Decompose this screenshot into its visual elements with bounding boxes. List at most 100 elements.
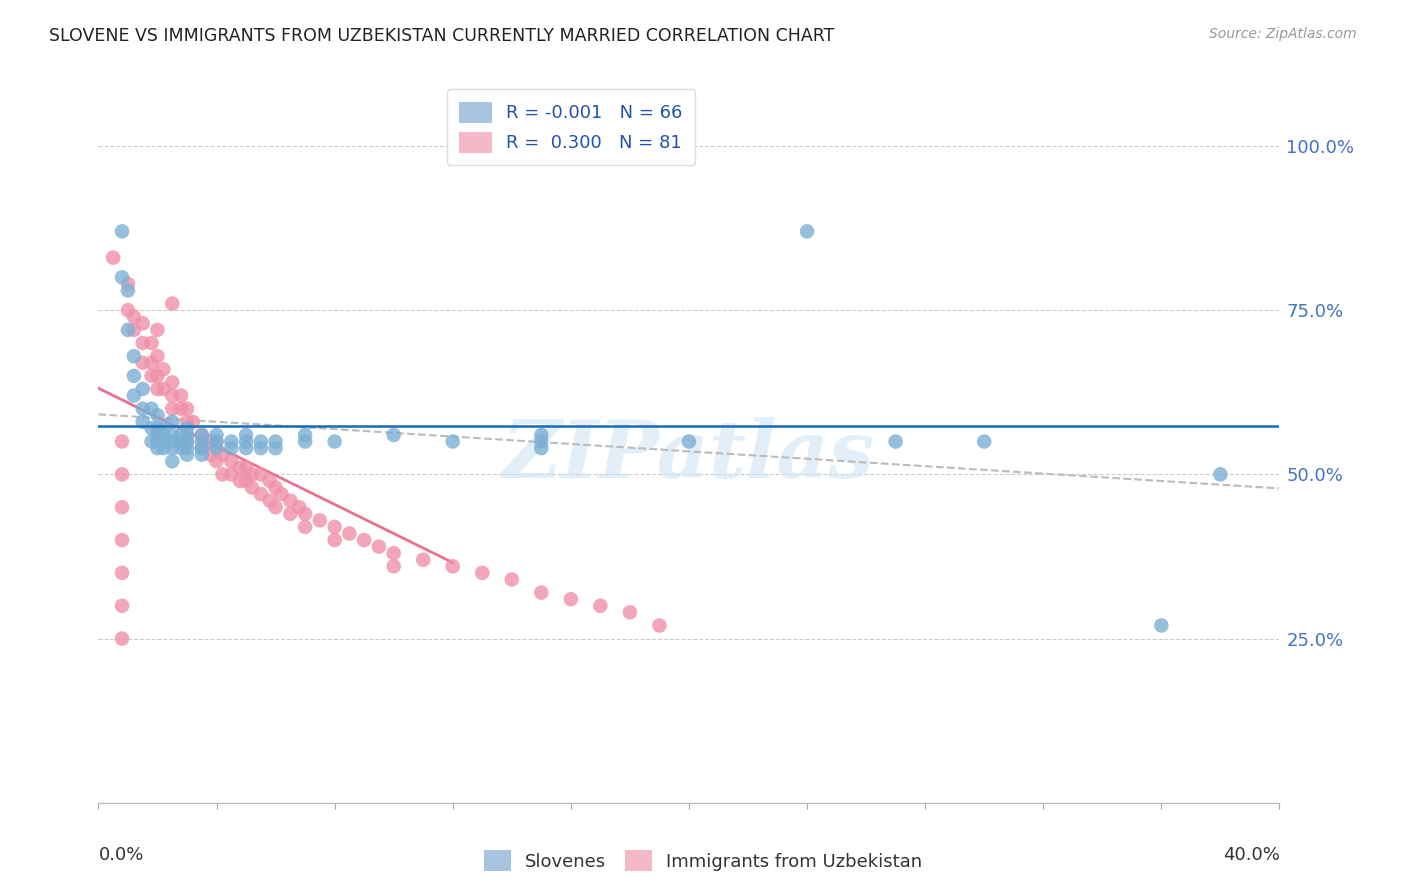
Point	[176, 441, 198, 455]
Point	[191, 441, 214, 455]
Point	[162, 296, 183, 310]
Point	[501, 573, 523, 587]
Point	[259, 474, 281, 488]
Point	[122, 310, 145, 324]
Point	[111, 224, 134, 238]
Point	[152, 421, 174, 435]
Point	[221, 467, 243, 482]
Point	[294, 507, 316, 521]
Point	[117, 284, 139, 298]
Point	[117, 277, 139, 291]
Point	[132, 336, 155, 351]
Point	[211, 448, 233, 462]
Point	[264, 500, 287, 515]
Point	[132, 316, 155, 330]
Point	[229, 474, 252, 488]
Point	[382, 428, 405, 442]
Text: SLOVENE VS IMMIGRANTS FROM UZBEKISTAN CURRENTLY MARRIED CORRELATION CHART: SLOVENE VS IMMIGRANTS FROM UZBEKISTAN CU…	[49, 27, 835, 45]
Point	[294, 434, 316, 449]
Point	[323, 434, 346, 449]
Point	[200, 434, 222, 449]
Point	[162, 415, 183, 429]
Point	[530, 434, 553, 449]
Point	[339, 526, 361, 541]
Point	[205, 441, 228, 455]
Point	[146, 428, 169, 442]
Point	[111, 566, 134, 580]
Point	[235, 460, 257, 475]
Point	[235, 434, 257, 449]
Point	[103, 251, 125, 265]
Point	[250, 441, 273, 455]
Point	[117, 303, 139, 318]
Point	[146, 434, 169, 449]
Point	[1209, 467, 1232, 482]
Point	[141, 434, 163, 449]
Point	[170, 401, 193, 416]
Point	[229, 460, 252, 475]
Point	[191, 441, 214, 455]
Point	[221, 454, 243, 468]
Point	[141, 368, 163, 383]
Point	[530, 428, 553, 442]
Point	[122, 323, 145, 337]
Point	[412, 553, 434, 567]
Point	[191, 448, 214, 462]
Point	[205, 428, 228, 442]
Point	[162, 441, 183, 455]
Point	[619, 605, 641, 619]
Point	[280, 507, 302, 521]
Point	[170, 434, 193, 449]
Point	[111, 599, 134, 613]
Point	[530, 441, 553, 455]
Point	[382, 546, 405, 560]
Point	[796, 224, 818, 238]
Point	[111, 533, 134, 547]
Point	[181, 415, 204, 429]
Point	[132, 382, 155, 396]
Point	[176, 401, 198, 416]
Point	[146, 421, 169, 435]
Legend: R = -0.001   N = 66, R =  0.300   N = 81: R = -0.001 N = 66, R = 0.300 N = 81	[447, 89, 695, 165]
Text: ZIPatlas: ZIPatlas	[503, 417, 875, 495]
Point	[235, 474, 257, 488]
Point	[111, 500, 134, 515]
Point	[471, 566, 494, 580]
Point	[323, 520, 346, 534]
Point	[280, 493, 302, 508]
Point	[191, 428, 214, 442]
Point	[205, 454, 228, 468]
Point	[111, 632, 134, 646]
Point	[111, 270, 134, 285]
Point	[132, 401, 155, 416]
Point	[250, 467, 273, 482]
Point	[146, 441, 169, 455]
Point	[264, 441, 287, 455]
Point	[884, 434, 907, 449]
Point	[176, 448, 198, 462]
Point	[141, 421, 163, 435]
Point	[176, 434, 198, 449]
Text: Source: ZipAtlas.com: Source: ZipAtlas.com	[1209, 27, 1357, 41]
Point	[221, 434, 243, 449]
Point	[146, 382, 169, 396]
Point	[235, 428, 257, 442]
Point	[152, 434, 174, 449]
Point	[288, 500, 311, 515]
Point	[146, 349, 169, 363]
Point	[560, 592, 582, 607]
Point	[294, 520, 316, 534]
Point	[205, 434, 228, 449]
Point	[162, 376, 183, 390]
Point	[132, 415, 155, 429]
Point	[170, 428, 193, 442]
Point	[191, 428, 214, 442]
Point	[162, 388, 183, 402]
Point	[678, 434, 700, 449]
Point	[141, 336, 163, 351]
Point	[152, 382, 174, 396]
Point	[117, 323, 139, 337]
Point	[191, 434, 214, 449]
Point	[441, 434, 464, 449]
Point	[382, 559, 405, 574]
